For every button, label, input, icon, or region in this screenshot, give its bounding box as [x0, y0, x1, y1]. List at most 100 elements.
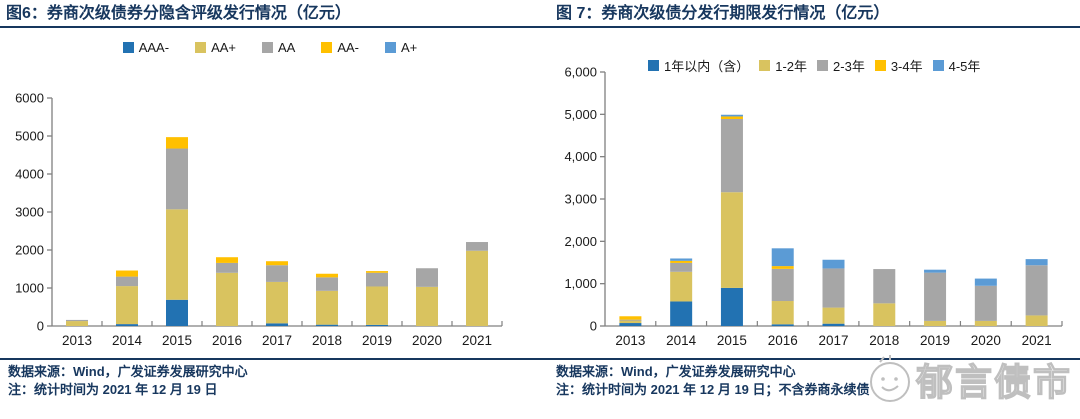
y-tick-label: 6000 [15, 91, 44, 106]
figure7-legend: 1年以内（含） 1-2年 2-3年 3-4年 4-5年 [648, 56, 980, 75]
y-tick-label: 5000 [15, 129, 44, 144]
bar-segment-AA- [316, 273, 338, 278]
bar-segment-2-3年 [670, 262, 693, 272]
legend-label: AA+ [211, 40, 236, 55]
bar-segment-AA+ [316, 290, 338, 325]
legend-swatch-icon [385, 42, 397, 53]
bar-segment-4-5年 [974, 278, 997, 286]
bar-segment-3-4年 [670, 260, 693, 263]
bar-segment-4-5年 [822, 259, 845, 269]
bar-segment-AA [316, 277, 338, 291]
bar-segment-4-5年 [1025, 259, 1048, 266]
legend-label: AA [278, 40, 296, 55]
bar-segment-AA- [366, 271, 388, 273]
legend-label: 4-5年 [948, 59, 981, 74]
y-tick-label: 3,000 [564, 192, 597, 207]
bar-segment-4-5年 [771, 248, 794, 267]
x-tick-label: 2021 [462, 333, 492, 348]
bar-segment-AA- [116, 270, 138, 277]
x-tick-label: 2015 [162, 333, 192, 348]
bar-segment-AA+ [66, 321, 88, 326]
bar-segment-2-3年 [873, 269, 896, 304]
bar-segment-2-3年 [720, 118, 743, 193]
bar-segment-2-3年 [1025, 265, 1048, 316]
legend-swatch-icon [262, 42, 273, 53]
legend-label: 2-3年 [833, 59, 865, 74]
bar-segment-AA- [216, 257, 238, 263]
bar-segment-1-2年 [670, 271, 693, 302]
figure6-source-line: 数据来源：Wind，广发证券发展研究中心 [8, 364, 248, 379]
bar-segment-3-4年 [720, 116, 743, 119]
figure6-title: 图6：券商次级债券分隐含评级发行情况（亿元） [0, 0, 540, 28]
figure7-note-line: 注：统计时间为 2021 年 12 月 19 日；不含券商永续债 [556, 382, 870, 397]
y-tick-label: 3000 [15, 205, 44, 220]
legend-item: 1年以内（含） [648, 56, 749, 75]
bar-segment-1年以内（含） [670, 301, 693, 326]
bar-segment-2-3年 [924, 272, 947, 321]
bar-segment-AA [466, 242, 488, 251]
bar-segment-3-4年 [619, 316, 642, 320]
legend-item: 3-4年 [874, 56, 923, 75]
bar-segment-1-2年 [1025, 315, 1048, 326]
legend-item: 2-3年 [817, 56, 865, 75]
bar-segment-AA+ [216, 272, 238, 326]
legend-swatch-icon [321, 42, 333, 53]
legend-item: 1-2年 [759, 56, 807, 75]
bar-segment-2-3年 [974, 285, 997, 321]
bar-segment-AAA- [116, 324, 138, 326]
bars [66, 137, 488, 326]
legend-swatch-icon [932, 60, 944, 71]
figure7-panel: 图 7：券商次级债分发行期限发行情况（亿元） 1年以内（含） 1-2年 2-3年 3-… [540, 0, 1080, 419]
bar-segment-AA+ [266, 281, 288, 324]
figure6-panel: 图6：券商次级债券分隐含评级发行情况（亿元） AAA- AA+ AA AA- A+ 0 1… [0, 0, 540, 397]
bar-segment-1年以内（含） [720, 287, 743, 326]
bar-segment-1-2年 [771, 301, 794, 325]
bar-segment-1年以内（含） [771, 324, 794, 326]
bar-segment-4-5年 [924, 269, 947, 273]
legend-item: AAA- [122, 40, 169, 55]
bar-segment-AA+ [466, 250, 488, 326]
y-tick-label: 2000 [15, 243, 44, 258]
bar-segment-2-3年 [822, 268, 845, 308]
bar-segment-1-2年 [924, 320, 947, 326]
figure6-note-line: 注：统计时间为 2021 年 12 月 19 日 [8, 382, 218, 397]
legend-label: 1年以内（含） [664, 59, 750, 74]
bar-segment-4-5年 [720, 114, 743, 117]
bar-segment-AA [266, 265, 288, 282]
x-tick-label: 2017 [262, 333, 292, 348]
bar-segment-1-2年 [873, 303, 896, 326]
x-tick-label: 2019 [362, 333, 392, 348]
x-tick-label: 2015 [717, 333, 747, 348]
y-tick-label: 6,000 [564, 65, 597, 80]
x-axis-labels: 2013 2014 2015 2016 2017 2018 2019 2020 2021 [615, 333, 1051, 348]
figure6-chart-area: AAA- AA+ AA AA- A+ 0 1000 2000 3000 4000 5000 6000… [0, 28, 540, 358]
bar-segment-AA [116, 276, 138, 287]
bar-segment-2-3年 [771, 268, 794, 302]
x-tick-label: 2019 [920, 333, 950, 348]
figure7-chart-area: 1年以内（含） 1-2年 2-3年 3-4年 4-5年 0 1,000 2,000 3,000… [540, 28, 1080, 358]
x-tick-label: 2021 [1022, 333, 1052, 348]
x-tick-label: 2017 [818, 333, 848, 348]
y-tick-label: 4,000 [564, 149, 597, 164]
legend-label: A+ [401, 40, 418, 55]
bar-segment-AA+ [166, 209, 188, 300]
legend-item: AA- [321, 40, 359, 55]
y-tick-label: 1,000 [564, 276, 597, 291]
bar-segment-AA+ [366, 286, 388, 325]
bar-segment-AA [166, 148, 188, 210]
bar-segment-AA [366, 272, 388, 287]
x-tick-label: 2013 [615, 333, 645, 348]
legend-swatch-icon [817, 60, 829, 71]
y-tick-label: 0 [590, 319, 597, 334]
legend-item: AA+ [195, 40, 236, 55]
bar-segment-AAA- [366, 324, 388, 326]
bar-segment-2-3年 [619, 319, 642, 321]
figure6-legend: AAA- AA+ AA AA- A+ [0, 40, 540, 55]
bar-segment-AA+ [416, 286, 438, 326]
bar-segment-1年以内（含） [822, 323, 845, 326]
x-tick-label: 2018 [312, 333, 342, 348]
figure7-title: 图 7：券商次级债分发行期限发行情况（亿元） [540, 0, 1080, 28]
bar-segment-1年以内（含） [619, 323, 642, 326]
